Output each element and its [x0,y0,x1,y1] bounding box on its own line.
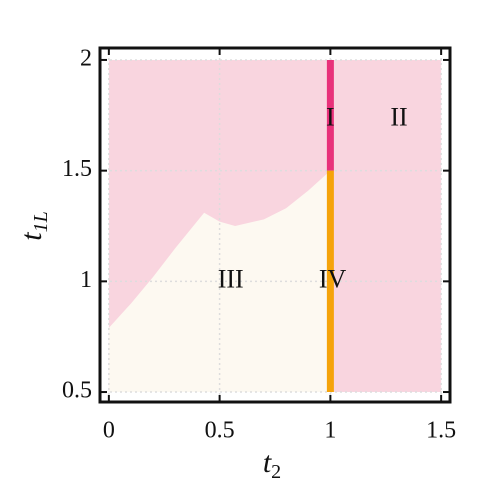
phase-region [108,170,331,393]
x-tick-label: 0 [103,418,115,444]
region-label: III [218,264,244,293]
x-axis-label: t2 [263,446,281,483]
y-axis-label: t1L [15,211,52,240]
region-label: I [326,103,335,132]
y-tick-label: 2 [80,45,92,71]
y-tick-label: 1 [80,267,92,293]
region-label: II [390,103,407,132]
plot-frame [98,46,452,404]
y-tick-label: 1.5 [62,156,92,182]
x-tick-label: 0.5 [205,418,235,444]
region-label: IV [319,264,347,293]
x-tick-label: 1 [324,418,336,444]
y-tick-label: 0.5 [62,378,92,404]
x-tick-label: 1.5 [426,418,456,444]
